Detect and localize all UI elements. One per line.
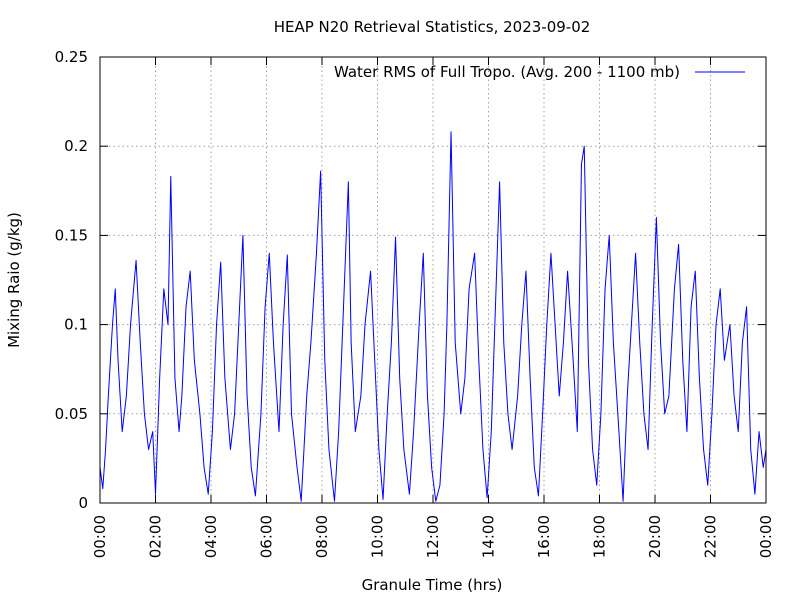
x-axis-label: Granule Time (hrs) <box>362 576 503 594</box>
x-tick-label: 14:00 <box>480 515 498 558</box>
x-tick-label: 00:00 <box>91 515 109 558</box>
x-tick-label: 06:00 <box>258 515 276 558</box>
y-tick-labels: 0 0.05 0.1 0.15 0.2 0.25 <box>55 48 88 512</box>
series-line <box>99 131 767 502</box>
y-axis-label: Mixing Raio (g/kg) <box>5 212 23 348</box>
x-tick-label: 20:00 <box>646 515 664 558</box>
x-tick-label: 22:00 <box>702 515 720 558</box>
x-tick-label: 10:00 <box>369 515 387 558</box>
x-tick-label: 18:00 <box>591 515 609 558</box>
y-tick-label: 0 <box>78 494 88 512</box>
legend-label: Water RMS of Full Tropo. (Avg. 200 - 110… <box>334 63 680 81</box>
y-tick-label: 0.2 <box>64 137 88 155</box>
x-tick-label: 16:00 <box>535 515 553 558</box>
y-tick-label: 0.25 <box>55 48 88 66</box>
x-tick-label: 04:00 <box>202 515 220 558</box>
y-tick-label: 0.1 <box>64 316 88 334</box>
grid-lines <box>100 57 766 503</box>
x-tick-label: 08:00 <box>313 515 331 558</box>
x-tick-label: 02:00 <box>147 515 165 558</box>
y-tick-label: 0.15 <box>55 226 88 244</box>
x-tick-labels: 00:00 02:00 04:00 06:00 08:00 10:00 12:00 14:00… <box>91 515 775 558</box>
chart-title: HEAP N20 Retrieval Statistics, 2023-09-0… <box>274 18 591 36</box>
tick-marks <box>99 56 767 504</box>
series-layer <box>99 131 767 502</box>
y-tick-label: 0.05 <box>55 405 88 423</box>
x-tick-label: 12:00 <box>424 515 442 558</box>
x-tick-label: 00:00 <box>757 515 775 558</box>
legend: Water RMS of Full Tropo. (Avg. 200 - 110… <box>334 63 745 81</box>
